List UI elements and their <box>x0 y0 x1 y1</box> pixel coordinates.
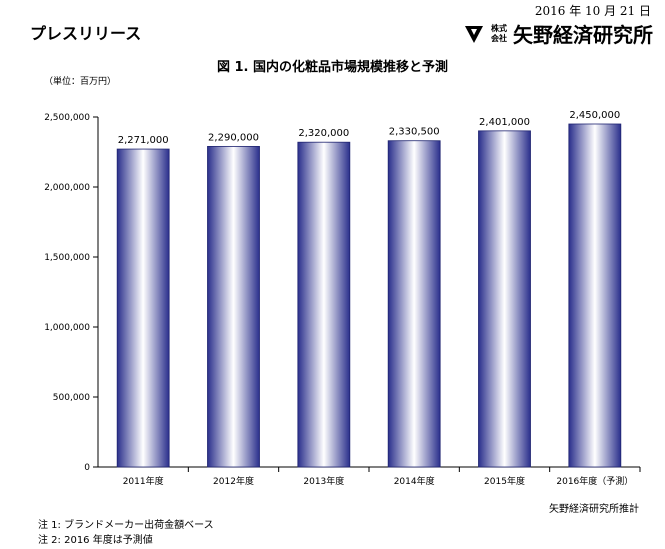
company-name: 矢野経済研究所 <box>513 23 653 47</box>
y-tick-label: 2,000,000 <box>44 183 90 193</box>
bar <box>297 141 351 468</box>
y-tick-label: 0 <box>84 463 90 473</box>
bar <box>207 145 260 468</box>
company-legal-form: 株式 会社 <box>491 24 507 44</box>
bar-value-label: 2,401,000 <box>479 117 530 128</box>
x-tick-label: 2011年度 <box>123 475 164 487</box>
x-tick-label: 2015年度 <box>484 475 525 487</box>
bar-value-label: 2,290,000 <box>208 132 259 143</box>
x-tick-label: 2014年度 <box>394 475 435 487</box>
x-tick-label: 2013年度 <box>303 475 344 487</box>
bar <box>568 123 622 468</box>
company-legal-top: 株式 <box>491 23 507 33</box>
x-tick-label: 2016年度（予測） <box>556 475 633 487</box>
y-tick-label: 2,500,000 <box>44 113 90 123</box>
press-release-label: プレスリリース <box>30 24 142 43</box>
bar-value-label: 2,320,000 <box>298 128 349 139</box>
company-legal-bottom: 会社 <box>491 33 507 43</box>
unit-label: （単位：百万円） <box>44 77 117 87</box>
bar-value-label: 2,330,500 <box>389 127 440 138</box>
release-date: 2016 年 10 月 21 日 <box>534 4 651 18</box>
y-tick-label: 1,000,000 <box>44 323 90 333</box>
bar <box>116 148 170 468</box>
bar-value-label: 2,271,000 <box>118 135 169 146</box>
bar-value-label: 2,450,000 <box>569 110 620 121</box>
chart-title: 図 1. 国内の化粧品市場規模推移と予測 <box>216 60 449 75</box>
y-tick-label: 500,000 <box>53 393 90 403</box>
footnote-2: 注 2: 2016 年度は予測値 <box>38 535 153 546</box>
estimate-source: 矢野経済研究所推計 <box>549 504 639 515</box>
y-tick-label: 1,500,000 <box>44 253 90 263</box>
bar <box>478 130 531 468</box>
yano-logo-icon <box>465 25 483 43</box>
x-tick-label: 2012年度 <box>213 475 254 487</box>
company-logo: 株式 会社 矢野経済研究所 <box>463 19 653 48</box>
footnote-1: 注 1: ブランドメーカー出荷金額ベース <box>38 520 214 531</box>
bar <box>387 140 441 468</box>
